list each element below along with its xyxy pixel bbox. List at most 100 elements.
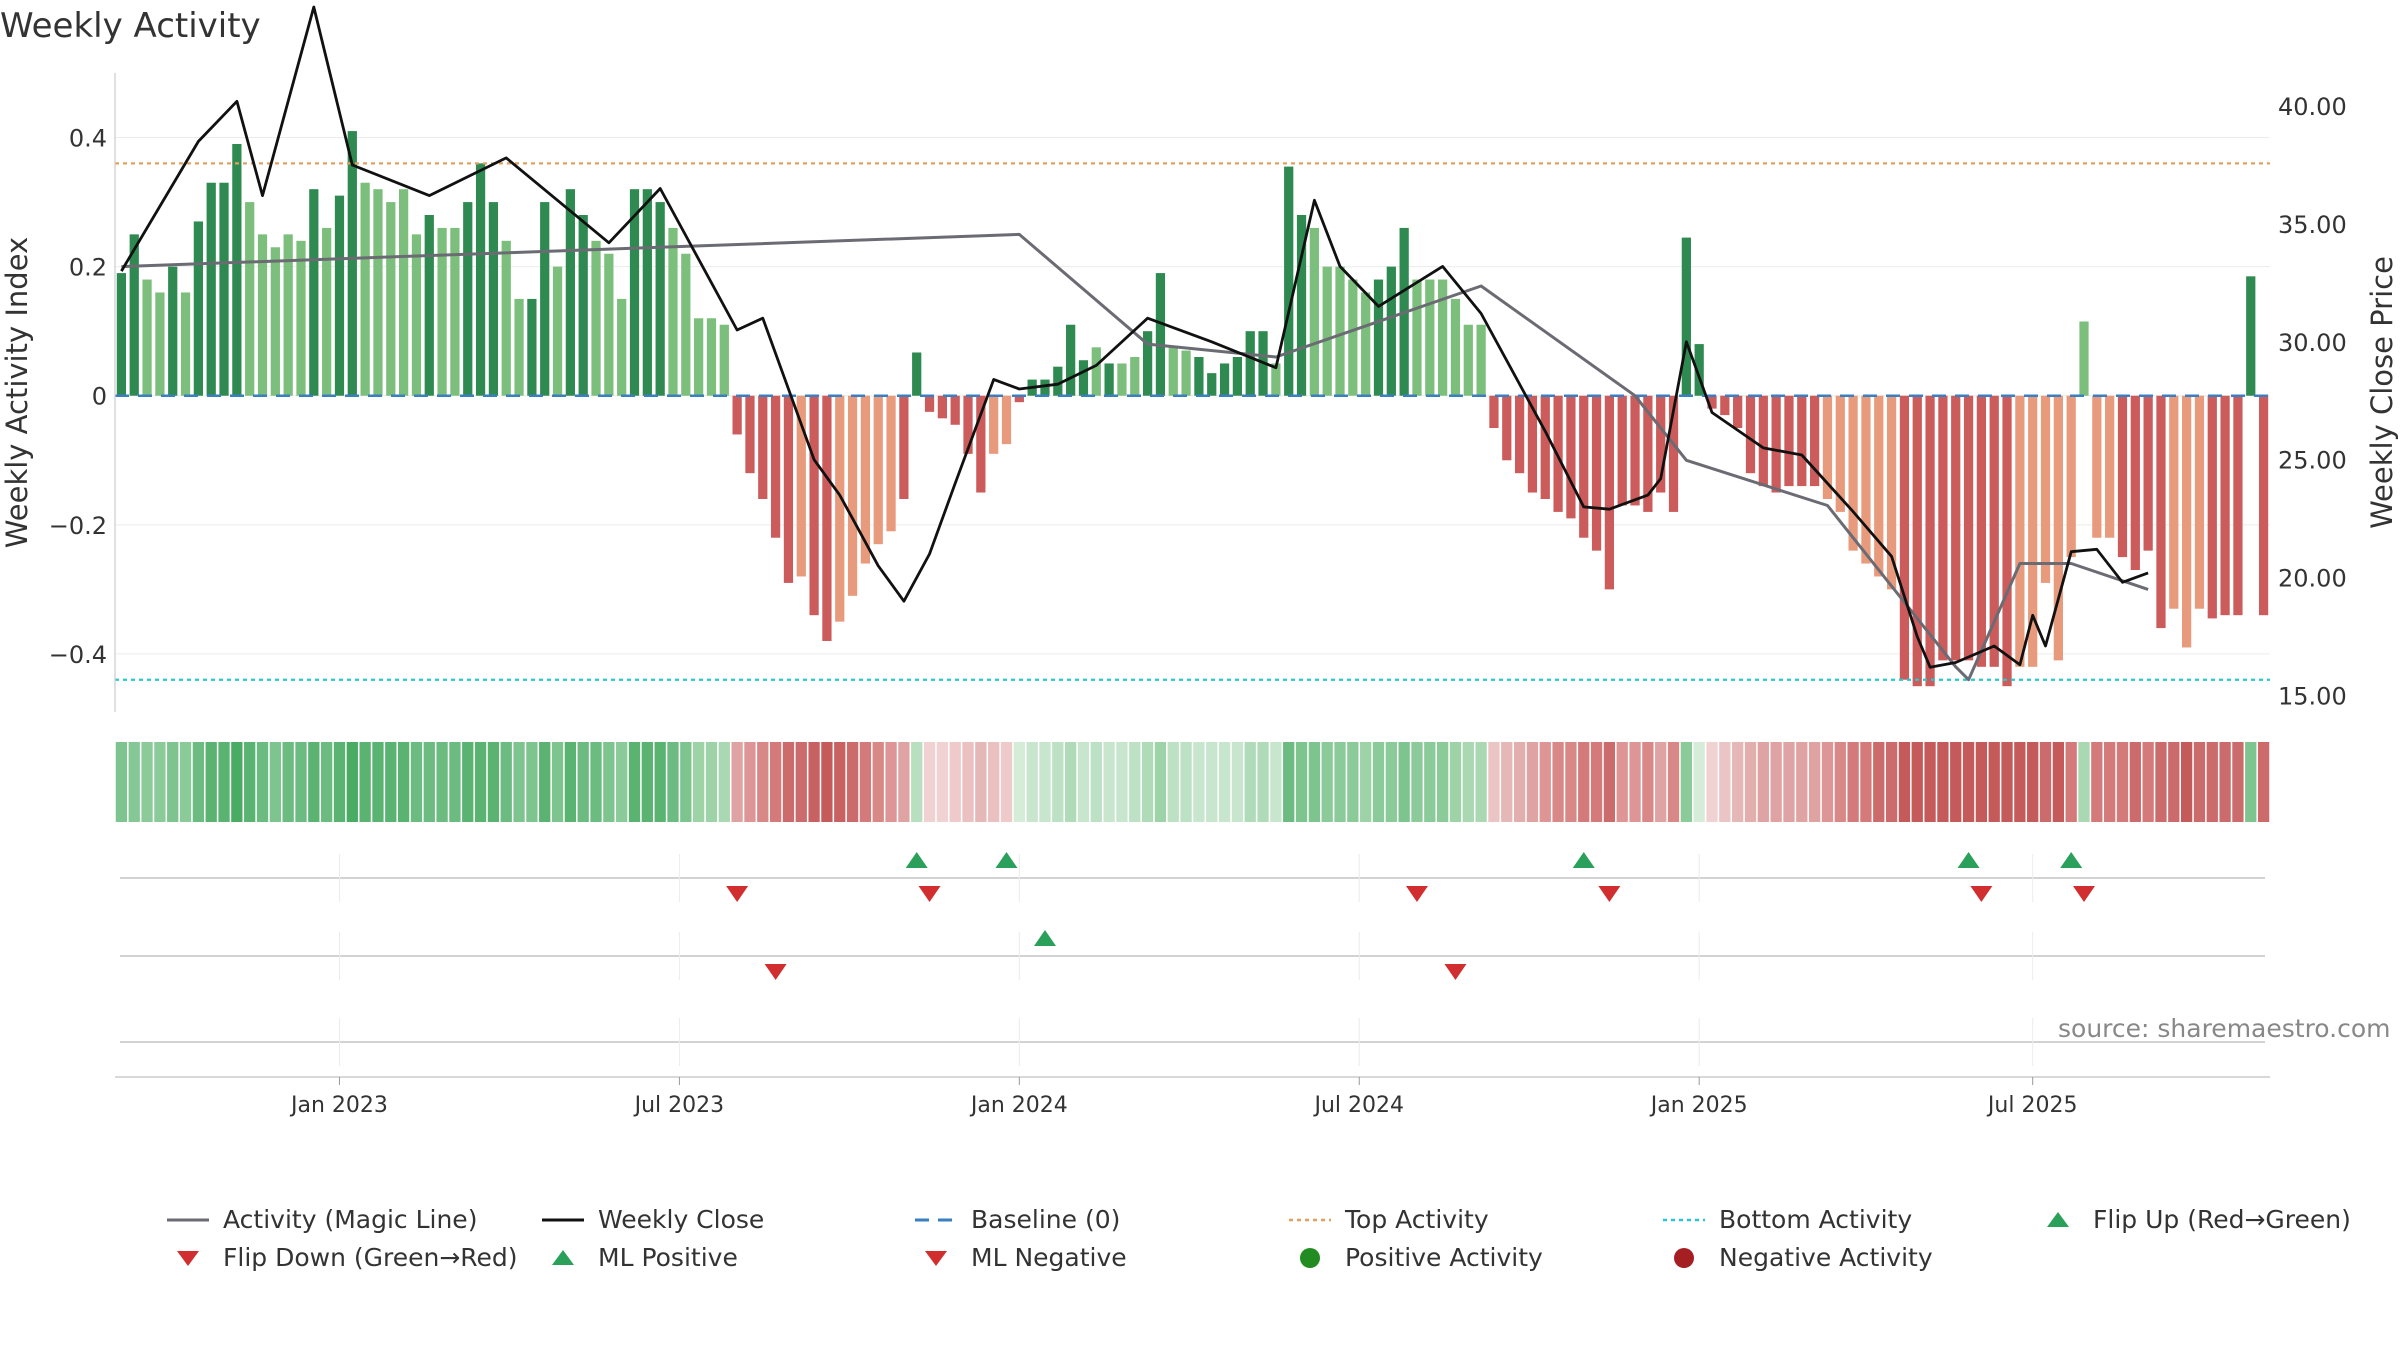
activity-bar[interactable] <box>604 253 614 396</box>
activity-bar[interactable] <box>1707 395 1717 409</box>
activity-bar[interactable] <box>552 266 563 396</box>
activity-bar[interactable] <box>450 227 460 396</box>
activity-bar[interactable] <box>1668 395 1679 512</box>
activity-bar[interactable] <box>655 202 665 396</box>
activity-bar[interactable] <box>860 395 871 564</box>
activity-bar[interactable] <box>899 395 909 499</box>
activity-bar[interactable] <box>1373 279 1384 396</box>
activity-bar[interactable] <box>1476 324 1486 396</box>
legend-item-weekly-close[interactable]: Weekly Close <box>540 1205 764 1234</box>
activity-bar[interactable] <box>206 182 216 396</box>
activity-bar[interactable] <box>501 240 511 396</box>
activity-bar[interactable] <box>1733 395 1743 428</box>
flip-down-marker[interactable] <box>2073 886 2096 902</box>
flip-up-marker[interactable] <box>995 852 1018 868</box>
activity-bar[interactable] <box>924 395 935 412</box>
activity-bar[interactable] <box>822 395 832 641</box>
activity-bar[interactable] <box>745 395 755 474</box>
activity-bar[interactable] <box>578 215 588 396</box>
activity-bar[interactable] <box>334 195 345 396</box>
activity-bar[interactable] <box>809 395 819 616</box>
legend-item-baseline[interactable]: Baseline (0) <box>913 1205 1120 1234</box>
activity-bar[interactable] <box>1078 360 1089 396</box>
activity-bar[interactable] <box>1207 373 1217 396</box>
ml-negative-marker[interactable] <box>764 964 787 980</box>
legend-item-ml-positive[interactable]: ML Positive <box>540 1243 738 1272</box>
activity-bar[interactable] <box>2156 395 2166 629</box>
activity-bar[interactable] <box>180 292 191 396</box>
flip-down-marker[interactable] <box>726 886 749 902</box>
activity-bar[interactable] <box>963 395 973 454</box>
flip-up-marker[interactable] <box>1957 852 1980 868</box>
activity-bar[interactable] <box>2258 395 2269 616</box>
activity-bar[interactable] <box>681 253 691 396</box>
activity-bar[interactable] <box>1489 395 1499 428</box>
activity-bar[interactable] <box>347 131 357 396</box>
activity-bar[interactable] <box>1117 363 1127 396</box>
activity-bar[interactable] <box>1579 395 1589 538</box>
activity-bar[interactable] <box>296 240 306 396</box>
activity-bar[interactable] <box>1835 395 1845 512</box>
activity-bar[interactable] <box>514 298 524 396</box>
flip-down-marker[interactable] <box>1970 886 1993 902</box>
activity-bar[interactable] <box>783 395 794 583</box>
activity-bar[interactable] <box>2246 276 2256 396</box>
legend-item-negative-activity[interactable]: Negative Activity <box>1661 1243 1933 1272</box>
activity-bar[interactable] <box>976 395 986 493</box>
activity-bar[interactable] <box>1066 324 1076 396</box>
activity-bar[interactable] <box>1296 215 1307 396</box>
legend-item-positive-activity[interactable]: Positive Activity <box>1287 1243 1543 1272</box>
activity-bar[interactable] <box>1155 273 1166 396</box>
activity-bar[interactable] <box>2117 395 2128 558</box>
activity-bar[interactable] <box>1412 279 1422 396</box>
activity-bar[interactable] <box>2220 395 2230 616</box>
activity-bar[interactable] <box>1810 395 1820 487</box>
activity-bar[interactable] <box>283 234 293 396</box>
activity-bar[interactable] <box>937 395 947 419</box>
activity-bar[interactable] <box>1938 395 1948 661</box>
activity-bar[interactable] <box>770 395 781 538</box>
activity-bar[interactable] <box>1271 363 1281 396</box>
activity-bar[interactable] <box>463 202 473 396</box>
activity-bar[interactable] <box>1130 357 1140 396</box>
activity-bar[interactable] <box>2015 395 2025 667</box>
activity-bar[interactable] <box>168 266 178 396</box>
activity-bar[interactable] <box>873 395 883 545</box>
activity-bar[interactable] <box>1797 395 1807 487</box>
activity-bar[interactable] <box>1976 395 1987 667</box>
ml-negative-marker[interactable] <box>1444 964 1467 980</box>
activity-bar[interactable] <box>1745 395 1756 474</box>
activity-bar[interactable] <box>1720 395 1730 416</box>
activity-bar[interactable] <box>617 298 627 396</box>
activity-bar[interactable] <box>1463 324 1473 396</box>
activity-bar[interactable] <box>1284 166 1294 396</box>
activity-bar[interactable] <box>437 227 447 396</box>
activity-bar[interactable] <box>886 395 896 532</box>
activity-bar[interactable] <box>565 189 575 396</box>
activity-bar[interactable] <box>1527 395 1538 493</box>
activity-bar[interactable] <box>1591 395 1602 551</box>
activity-bar[interactable] <box>1861 395 1871 564</box>
activity-bar[interactable] <box>758 395 768 499</box>
activity-bar[interactable] <box>1168 347 1178 396</box>
activity-bar[interactable] <box>1874 395 1884 577</box>
activity-bar[interactable] <box>1245 331 1255 396</box>
flip-up-marker[interactable] <box>1572 852 1595 868</box>
activity-bar[interactable] <box>1822 395 1833 499</box>
activity-bar[interactable] <box>2207 395 2217 619</box>
legend-item-flip-up[interactable]: Flip Up (Red→Green) <box>2035 1205 2351 1234</box>
activity-bar[interactable] <box>270 247 280 396</box>
activity-bar[interactable] <box>1142 331 1153 396</box>
activity-bar[interactable] <box>847 395 858 596</box>
activity-bar[interactable] <box>2040 395 2051 583</box>
activity-bar[interactable] <box>1001 395 1012 445</box>
activity-bar[interactable] <box>1630 395 1640 506</box>
activity-bar[interactable] <box>2053 395 2063 661</box>
activity-bar[interactable] <box>1232 357 1243 396</box>
activity-bar[interactable] <box>2105 395 2115 538</box>
activity-bar[interactable] <box>322 227 332 396</box>
activity-bar[interactable] <box>1361 292 1371 396</box>
activity-bar[interactable] <box>1181 350 1191 396</box>
activity-bar[interactable] <box>129 234 139 396</box>
activity-bar[interactable] <box>2092 395 2102 538</box>
